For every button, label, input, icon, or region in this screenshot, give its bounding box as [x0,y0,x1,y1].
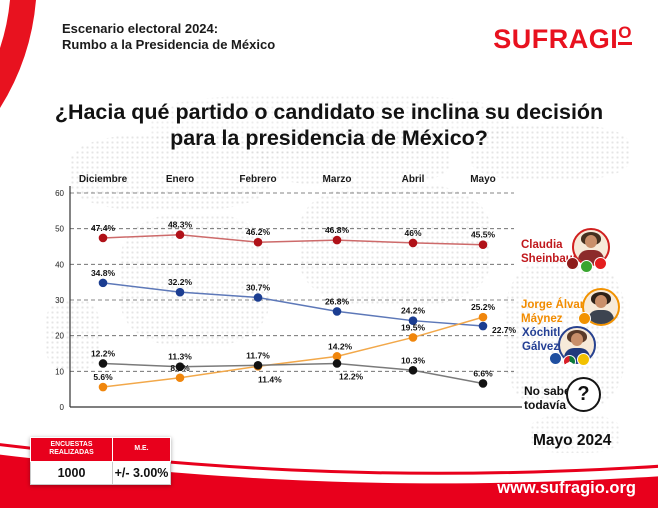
legend-jorge-alvarez-maynez: Jorge Álvarez Máynez [521,299,596,326]
svg-text:45.5%: 45.5% [471,230,496,240]
series-no-sabe-todav-a [98,359,488,388]
jorge-alvarez-maynez-avatar [582,288,620,326]
question-mark-glyph: ? [577,383,590,405]
series-claudia-sheinbaum [98,230,488,250]
svg-text:26.8%: 26.8% [325,296,350,306]
svg-text:14.2%: 14.2% [328,341,353,351]
month-axis-labels: Diciembre Enero Febrero Marzo Abril Mayo [79,174,496,185]
world-map-dots-background [530,415,620,453]
avatar-face [571,333,583,346]
party-badge-mc [578,312,591,325]
legend-maynez-line2: Máynez [521,312,563,325]
stats-header-me: M.E. [112,437,171,462]
header-subtitle: Escenario electoral 2024: Rumbo a la Pre… [62,21,275,53]
svg-text:25.2%: 25.2% [471,302,496,312]
page-title-line2: para la presidencia de México? [170,126,488,151]
header-subtitle-line1: Escenario electoral 2024: [62,21,219,36]
svg-text:20: 20 [55,332,64,341]
legend-galvez-line2: Gálvez [522,340,560,353]
svg-text:40: 40 [55,260,64,269]
svg-text:12.2%: 12.2% [91,348,116,358]
party-badge-pan [549,352,562,365]
red-arc-ornament [0,0,36,108]
svg-text:24.2%: 24.2% [401,306,426,316]
party-badge-prd [577,353,590,366]
gridlines-and-yticks: 0 10 20 30 40 50 60 [55,189,514,412]
legend-xochitl-galvez: Xóchitl Gálvez [522,327,560,354]
svg-text:22.7%: 22.7% [492,325,517,335]
sufragio-logo-o: O [618,24,632,45]
svg-text:Marzo: Marzo [323,174,352,185]
svg-text:10: 10 [55,367,64,376]
sufragio-logo-text: SUFRAGI [493,24,619,54]
page-title-line1: ¿Hacia qué partido o candidato se inclin… [54,100,604,124]
sufragio-logo: SUFRAGIO [493,24,632,55]
svg-text:46.8%: 46.8% [325,225,350,235]
svg-text:Mayo: Mayo [470,174,496,185]
legend-claudia-line1: Claudia [521,239,563,251]
svg-text:Diciembre: Diciembre [79,174,128,185]
world-map-dots-background [45,300,100,370]
svg-text:47.4%: 47.4% [91,223,116,233]
svg-text:50: 50 [55,225,64,234]
report-date: Mayo 2024 [533,432,612,449]
svg-text:5.6%: 5.6% [93,372,113,382]
svg-text:48.3%: 48.3% [168,220,193,230]
svg-text:11.4%: 11.4% [258,374,282,384]
avatar-face [595,295,607,308]
ribbon-band [0,454,658,508]
party-badge-pri [563,355,576,368]
world-map-dots-background [70,135,270,210]
website-url: www.sufragio.org [497,479,636,497]
avatar-body [588,310,614,324]
legend-galvez-line1: Xóchitl [522,327,561,339]
legend-no-sabe-line2: todavía [524,398,567,413]
data-labels-1: 34.8% 32.2% 30.7% 26.8% 24.2% 22.7% [91,268,517,335]
svg-text:46%: 46% [404,228,421,238]
party-badge-morena [566,257,579,270]
world-map-dots-background [300,185,490,305]
svg-text:19.5%: 19.5% [401,322,426,332]
stats-header-encuestas: ENCUESTAS REALIZADAS [30,437,113,462]
stats-value-me: +/- 3.00% [112,460,171,485]
series-x-chitl-g-lvez [98,278,488,331]
svg-text:46.2%: 46.2% [246,227,271,237]
svg-text:Febrero: Febrero [239,174,276,185]
data-labels-0: 47.4% 48.3% 46.2% 46.8% 46% 45.5% [91,220,496,240]
data-labels-3: 12.2% 11.3% 11.7% 12.2% 10.3% 6.6% [91,348,493,381]
svg-text:11.3%: 11.3% [168,352,192,362]
svg-text:8.2%: 8.2% [170,363,190,373]
svg-text:0: 0 [60,403,65,412]
page-title: ¿Hacia qué partido o candidato se inclin… [8,99,650,151]
svg-text:34.8%: 34.8% [91,268,116,278]
survey-stats-table: ENCUESTAS REALIZADAS M.E. 1000 +/- 3.00% [30,437,171,485]
legend-maynez-line1: Jorge Álvarez [521,299,597,311]
data-labels-2: 5.6% 8.2% 11.4% 14.2% 19.5% 25.2% [93,302,495,384]
svg-text:30.7%: 30.7% [246,283,271,293]
legend-no-sabe-todavia: No sabe todavía [524,384,571,412]
world-map-dots-background [260,130,450,185]
svg-text:12.2%: 12.2% [339,371,364,381]
poll-trend-line-chart: 0 10 20 30 40 50 60 Diciembre Enero Febrero Marzo A… [55,174,522,412]
svg-text:Abril: Abril [402,174,425,185]
world-map-dots-background [470,125,630,180]
svg-text:32.2%: 32.2% [168,277,193,287]
avatar-face [585,235,597,248]
svg-text:30: 30 [55,296,64,305]
legend-no-sabe-line1: No sabe [524,384,571,398]
svg-text:Enero: Enero [166,174,194,185]
svg-text:6.6%: 6.6% [473,368,493,378]
svg-text:10.3%: 10.3% [401,355,426,365]
series-jorge-lvarez-m-ynez [98,312,488,392]
party-badge-pvem [580,260,593,273]
svg-text:60: 60 [55,189,64,198]
chart-axes [69,186,522,408]
svg-text:11.7%: 11.7% [246,350,270,360]
stats-value-encuestas: 1000 [30,460,113,485]
party-badge-pt [594,257,607,270]
question-mark-icon: ? [566,377,601,412]
header-subtitle-line2: Rumbo a la Presidencia de México [62,36,276,52]
